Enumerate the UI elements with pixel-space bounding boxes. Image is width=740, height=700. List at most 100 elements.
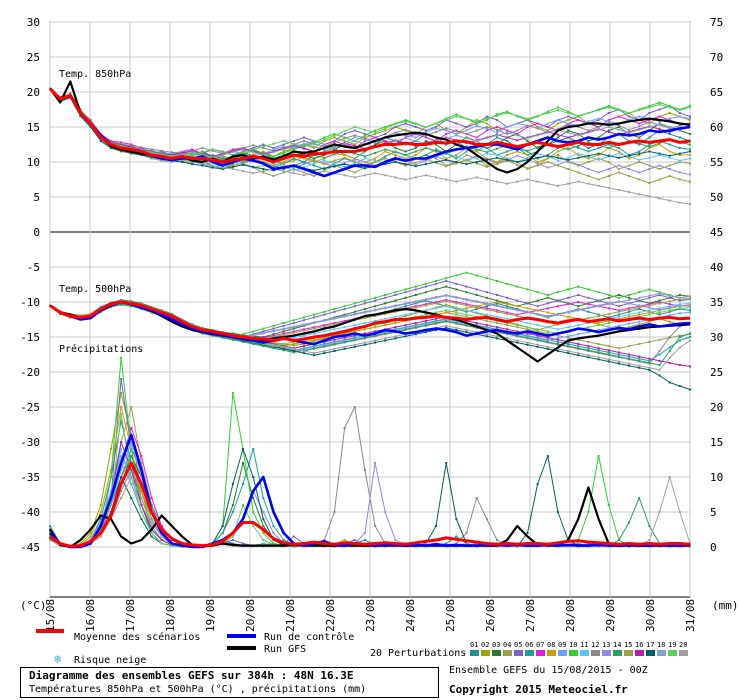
t500-perturbation-marker xyxy=(648,296,651,299)
t850-perturbation-marker xyxy=(272,142,275,145)
t500-perturbation-marker xyxy=(394,305,397,308)
t850-perturbation-marker xyxy=(689,143,691,146)
t850-perturbation-marker xyxy=(160,149,163,152)
t500-perturbation-marker xyxy=(567,343,570,345)
t500-perturbation-marker xyxy=(262,345,265,348)
t500-perturbation-marker xyxy=(353,324,356,327)
t500-perturbation-marker xyxy=(313,313,316,316)
t500-perturbation-marker xyxy=(587,349,590,352)
t850-perturbation-marker xyxy=(485,151,488,154)
perturbation-swatch xyxy=(470,650,479,656)
t850-perturbation-marker xyxy=(282,170,285,173)
t850-perturbation-marker xyxy=(343,142,346,145)
t500-perturbation-marker xyxy=(597,343,600,345)
t850-perturbation-marker xyxy=(424,159,427,162)
t850-perturbation-marker xyxy=(160,153,163,156)
perturbation-number: 13 xyxy=(602,641,610,649)
t850-perturbation-19 xyxy=(49,88,691,158)
t850-perturbation-marker xyxy=(648,105,651,107)
t850-perturbation-marker xyxy=(323,145,326,148)
t850-perturbation-marker xyxy=(567,136,570,139)
t850-perturbation-marker xyxy=(353,126,356,128)
precip_mm-perturbation-marker xyxy=(130,497,133,499)
copyright: Copyright 2015 Meteociel.fr xyxy=(449,683,628,696)
t500-perturbation-marker xyxy=(363,328,366,331)
t850-perturbation-marker xyxy=(394,156,397,159)
t850-perturbation-marker xyxy=(607,129,610,132)
t850-perturbation-marker xyxy=(455,115,458,118)
t500-perturbation-marker xyxy=(546,302,549,305)
left-tick-label: -30 xyxy=(20,436,40,449)
perturbation-number: 01 xyxy=(470,641,478,649)
precip_mm-perturbation-marker xyxy=(242,542,245,545)
t850-perturbation-marker xyxy=(231,154,234,156)
t850-perturbation-marker xyxy=(363,150,366,153)
precip_mm-perturbation-marker xyxy=(272,525,275,527)
t850-perturbation-marker xyxy=(567,158,570,161)
t850-perturbation-marker xyxy=(475,120,478,123)
date-label: 18/08 xyxy=(164,599,177,632)
t500-perturbation-marker xyxy=(292,330,295,333)
t850-perturbation-marker xyxy=(617,156,620,159)
t850-perturbation-marker xyxy=(495,119,498,121)
precip_mm-perturbation-marker xyxy=(323,539,326,541)
t500-perturbation-marker xyxy=(404,328,407,331)
t500-perturbation-marker xyxy=(445,303,448,306)
precip_mm-perturbation-marker xyxy=(455,518,458,520)
precip_mm-perturbation-marker xyxy=(120,357,123,359)
t500-perturbation-marker xyxy=(577,333,580,336)
t500-perturbation-marker xyxy=(516,326,519,329)
date-label: 16/08 xyxy=(84,599,97,632)
t500-perturbation-marker xyxy=(556,313,559,316)
precip_mm-mean-line xyxy=(49,461,691,548)
precip_mm-perturbation-marker xyxy=(353,539,356,541)
perturbation-number: 07 xyxy=(536,641,544,649)
t850-perturbation-marker xyxy=(404,164,407,167)
t850-perturbation-marker xyxy=(689,115,691,118)
t850-perturbation-marker xyxy=(435,148,438,151)
precip_mm-perturbation-marker xyxy=(658,511,661,513)
precip_mm-perturbation-marker xyxy=(89,532,92,534)
t500-perturbation-marker xyxy=(638,357,641,360)
precip_mm-perturbation-marker xyxy=(556,511,559,513)
t500-perturbation-marker xyxy=(668,306,671,309)
t850-perturbation-marker xyxy=(648,164,651,167)
t500-perturbation-marker xyxy=(465,324,468,327)
t500-perturbation-marker xyxy=(485,303,488,306)
t500-perturbation-marker xyxy=(638,304,641,307)
t850-perturbation-marker xyxy=(668,150,671,153)
t850-perturbation-marker xyxy=(607,143,610,146)
t850-perturbation-marker xyxy=(404,154,407,156)
t500-perturbation-marker xyxy=(597,315,600,317)
precip_mm-perturbation-marker xyxy=(445,542,448,545)
t500-perturbation-marker xyxy=(343,308,346,310)
precip_mm-perturbation-marker xyxy=(262,543,265,546)
t500-perturbation-marker xyxy=(546,294,549,296)
t500-perturbation-marker xyxy=(658,294,661,296)
t500-perturbation-marker xyxy=(536,330,539,333)
precip_mm-perturbation-marker xyxy=(536,483,539,485)
t850-perturbation-marker xyxy=(414,133,417,135)
t500-perturbation-marker xyxy=(435,329,438,331)
t500-perturbation-marker xyxy=(363,343,366,346)
t850-perturbation-marker xyxy=(424,134,427,137)
t500-perturbation-marker xyxy=(313,340,316,343)
t500-perturbation-marker xyxy=(485,313,488,316)
t850-perturbation-marker xyxy=(252,151,255,154)
t850-perturbation-marker xyxy=(435,122,438,125)
t500-perturbation-marker xyxy=(668,305,671,308)
date-label: 29/08 xyxy=(604,599,617,632)
t850-perturbation-marker xyxy=(495,113,498,116)
t500-perturbation-marker xyxy=(546,345,549,348)
t500-perturbation-marker xyxy=(577,324,580,327)
t850-perturbation-marker xyxy=(333,145,336,148)
t850-perturbation-marker xyxy=(99,140,102,142)
t500-perturbation-marker xyxy=(445,285,448,288)
t500-perturbation-marker xyxy=(384,337,387,340)
t500-perturbation-marker xyxy=(272,330,275,333)
t850-perturbation-marker xyxy=(689,119,691,121)
t500-perturbation-marker xyxy=(689,295,691,298)
t500-perturbation-marker xyxy=(414,324,417,327)
t500-perturbation-marker xyxy=(617,329,620,331)
t850-perturbation-marker xyxy=(363,134,366,137)
